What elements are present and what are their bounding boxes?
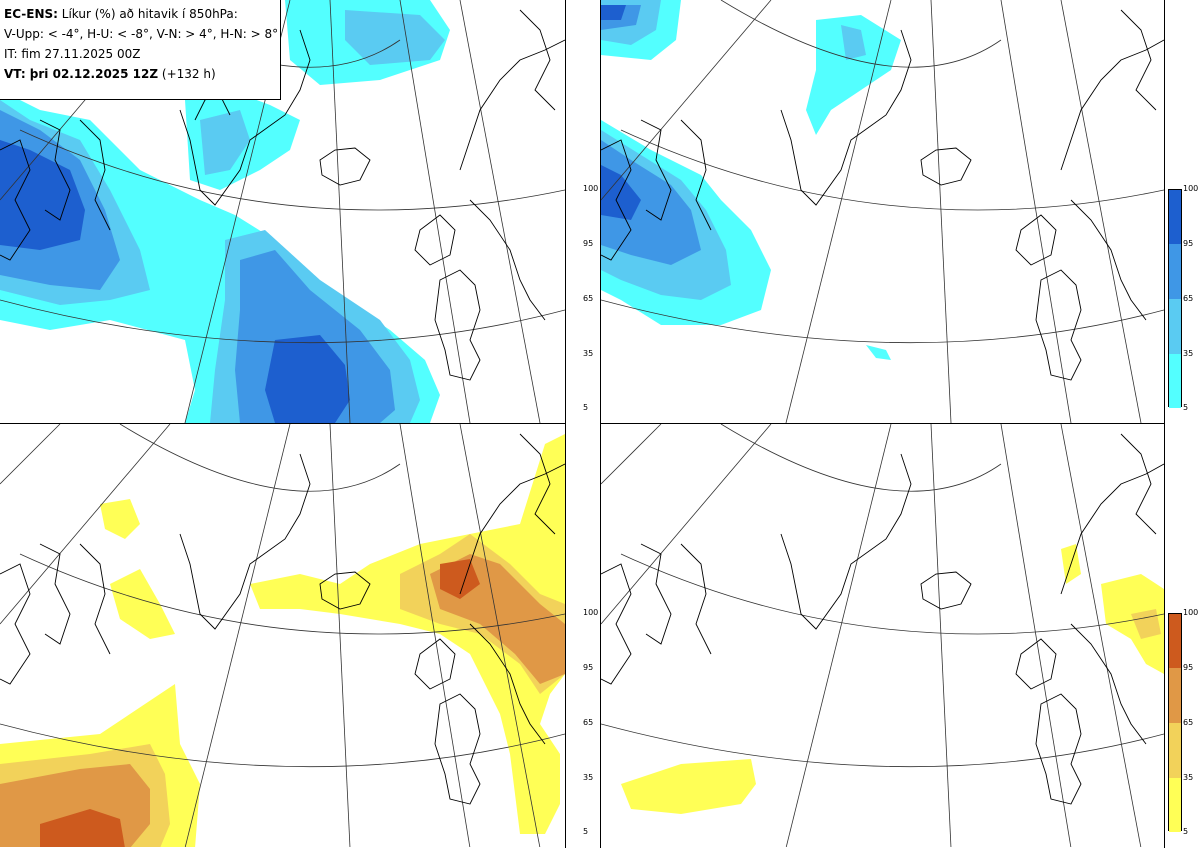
panel-divider [600,423,1165,424]
tick-label: 100 [1183,184,1199,193]
legend-title: Líkur (%) að hitavik í 850hPa: [61,7,238,21]
colorbar-warm [1168,613,1182,832]
tick-label: 95 [583,239,594,248]
probability-shading [621,544,1164,814]
coastlines [601,9,1164,381]
tick-label: 65 [583,294,594,303]
tick-label: 100 [1183,608,1199,617]
coastlines [0,9,565,381]
map-panel-cold-4 [0,0,565,423]
tick-label: 5 [1183,827,1189,836]
forecast-legend: EC-ENS: Líkur (%) að hitavik í 850hPa: V… [0,0,281,100]
map-panel-warm-4 [0,424,565,847]
tick-label: 95 [1183,663,1194,672]
model-name: EC-ENS: [4,7,58,21]
panel-divider [600,0,601,848]
coastlines [0,433,565,805]
coastlines [601,433,1164,805]
map-panel-warm-8 [601,424,1164,847]
graticule [601,424,1164,847]
probability-shading [601,0,901,360]
panel-divider [565,0,566,848]
tick-label: 5 [583,827,589,836]
tick-label: 100 [583,608,599,617]
tick-label: 35 [583,349,594,358]
tick-label: 65 [1183,294,1194,303]
tick-label: 65 [583,718,594,727]
tick-label: 100 [583,184,599,193]
map-panel-cold-8 [601,0,1164,423]
tick-label: 35 [1183,773,1194,782]
threshold-classes: V-Upp: < -4°, H-U: < -8°, V-N: > 4°, H-N… [4,27,279,41]
probability-map [0,424,565,847]
tick-label: 35 [583,773,594,782]
tick-label: 95 [583,663,594,672]
tick-label: 5 [583,403,589,412]
valid-time: VT: þri 02.12.2025 12Z [4,67,159,81]
init-time: IT: fim 27.11.2025 00Z [4,47,141,61]
probability-shading [0,0,450,423]
probability-map [601,0,1164,423]
probability-map [601,424,1164,847]
probability-shading [0,434,565,847]
graticule [0,424,565,847]
tick-label: 65 [1183,718,1194,727]
panel-divider [1164,0,1165,848]
panel-divider [0,423,566,424]
graticule [601,0,1164,423]
tick-label: 35 [1183,349,1194,358]
lead-time: (+132 h) [161,67,216,81]
colorbar-cold [1168,189,1182,408]
tick-label: 5 [1183,403,1189,412]
tick-label: 95 [1183,239,1194,248]
